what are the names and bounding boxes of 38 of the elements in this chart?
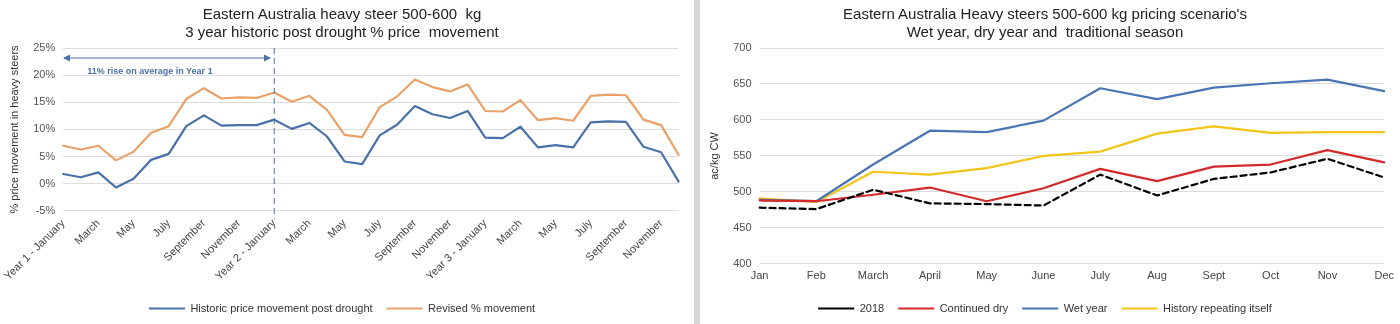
line-series [758, 157, 1386, 211]
y-tick-label: 600 [733, 112, 752, 125]
legend-label: Revised % movement [428, 301, 536, 314]
x-tick-label: June [1031, 269, 1056, 282]
y-tick-label: 10% [33, 122, 56, 135]
y-tick-label: 500 [733, 184, 752, 197]
x-tick-label: Sept [1202, 269, 1226, 282]
x-tick-label: Dec [1374, 269, 1395, 282]
legend-label: Historic price movement post drought [190, 301, 373, 314]
y-tick-label: 20% [33, 68, 56, 81]
x-tick-label: May [976, 269, 998, 282]
y-tick-label: 15% [33, 95, 56, 108]
x-tick-label: March [857, 269, 889, 282]
x-tick-label: Feb [806, 269, 826, 282]
y-tick-label: 25% [33, 41, 56, 54]
legend-label: 2018 [859, 301, 885, 314]
y-tick-label: 400 [733, 256, 752, 269]
annotation: 11% rise on average in Year 1 [87, 66, 213, 77]
legend-label: Wet year [1063, 301, 1108, 314]
y-axis-title: % price movement in heavy steers [7, 44, 20, 214]
x-tick-label: April [918, 269, 941, 282]
chart-title: Eastern Australia heavy steer 500-600 kg 3 year historic post drought % price movement [185, 5, 500, 41]
y-axis-title: ac/kg CW [707, 131, 720, 180]
x-tick-label: Aug [1147, 269, 1167, 282]
y-tick-label: 5% [39, 149, 56, 162]
y-tick-label: 0% [39, 176, 56, 189]
y-tick-label: -5% [35, 203, 56, 216]
y-tick-label: 650 [733, 77, 752, 89]
legend-label: Continued dry [939, 301, 1009, 314]
x-tick-label: Nov [1317, 269, 1338, 282]
y-tick-label: 450 [733, 220, 752, 233]
chart-title: Eastern Australia Heavy steers 500-600 kg pricing scenario's Wet year, dry year and traditional season [843, 5, 1247, 41]
legend-label: History repeating itself [1162, 301, 1273, 314]
x-tick-label: Jan [750, 269, 769, 282]
x-tick-label: July [1090, 269, 1111, 282]
y-tick-label: 550 [733, 148, 752, 161]
y-tick-label: 700 [733, 41, 752, 54]
x-tick-label: Oct [1262, 269, 1280, 282]
